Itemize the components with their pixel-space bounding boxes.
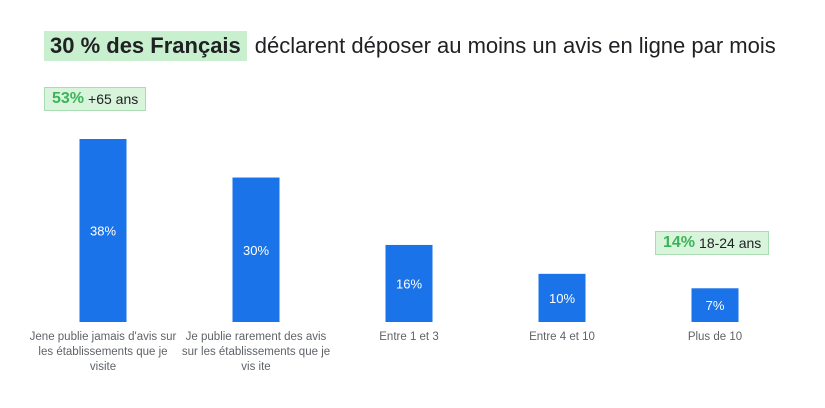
category-label-4: Entre 4 et 10 [529, 331, 595, 343]
bar-value-label-3: 16% [396, 276, 422, 291]
chart-title: 30 % des Français déclarent déposer au m… [44, 30, 776, 62]
callout-young: 14% 18-24 ans [655, 231, 770, 255]
category-label-2: Je publie rarement des avis sur les étab… [181, 331, 331, 373]
callout-young-pct: 14% [663, 234, 696, 251]
category-label-3: Entre 1 et 3 [379, 331, 439, 343]
callout-senior-label: +65 ans [88, 91, 139, 107]
category-label-1: Jene publie jamais d'avis sur les établi… [29, 331, 177, 373]
bar-value-label-4: 10% [549, 291, 575, 306]
bar-4 [538, 273, 586, 322]
bar-1 [79, 139, 127, 322]
callout-senior-pct: 53% [52, 90, 85, 107]
title-highlight: 30 % des Français [44, 31, 247, 61]
callout-senior: 53% +65 ans [44, 87, 147, 111]
bar-value-label-5: 7% [706, 298, 725, 313]
bar-5 [691, 288, 739, 322]
category-label-5: Plus de 10 [687, 331, 743, 343]
bar-value-label-2: 30% [243, 243, 269, 258]
title-rest: déclarent déposer au moins un avis en li… [254, 33, 776, 58]
callout-young-label: 18-24 ans [699, 235, 762, 251]
bar-2 [232, 177, 280, 322]
bar-3 [385, 244, 433, 322]
bar-value-label-1: 38% [90, 224, 116, 239]
